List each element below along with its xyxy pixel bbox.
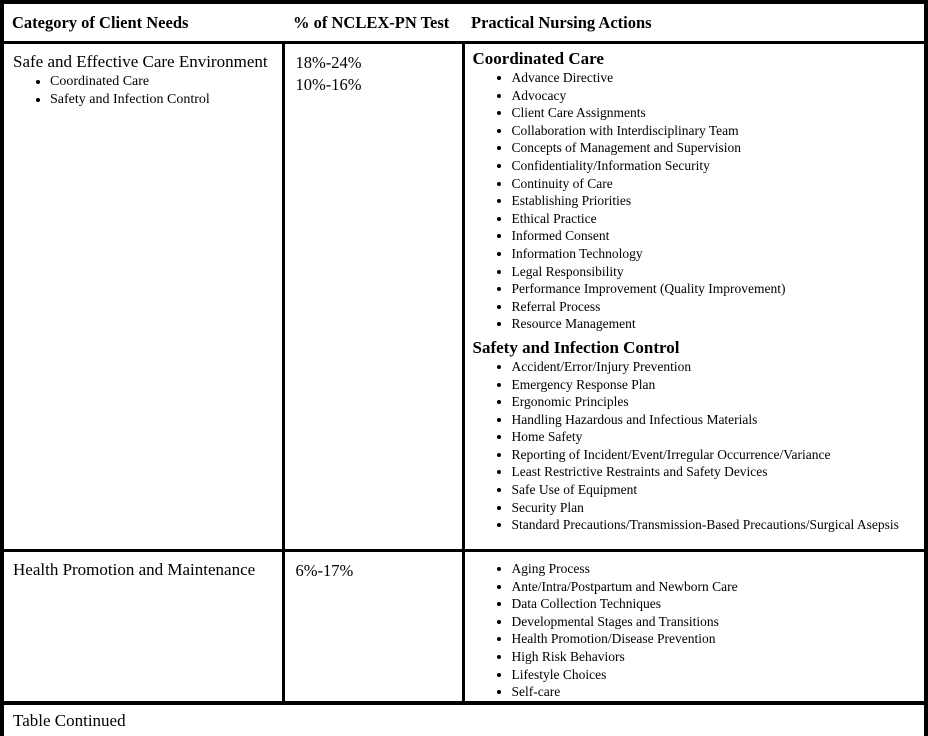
cell-category: Safe and Effective Care Environment Coor…	[0, 41, 285, 552]
list-item: Self-care	[512, 683, 925, 701]
list-item: Developmental Stages and Transitions	[512, 613, 925, 631]
list-item: High Risk Behaviors	[512, 648, 925, 666]
header-category-of-client-needs: Category of Client Needs	[2, 2, 283, 44]
list-item: Aging Process	[512, 560, 925, 578]
list-item: Client Care Assignments	[512, 104, 925, 122]
list-item: Lifestyle Choices	[512, 666, 925, 684]
list-item: Ante/Intra/Postpartum and Newborn Care	[512, 578, 925, 596]
percentage-list: 6%-17%	[285, 552, 462, 582]
action-list-safety-infection-control: Accident/Error/Injury PreventionEmergenc…	[465, 358, 925, 534]
list-item: Information Technology	[512, 245, 925, 263]
cell-category: Health Promotion and Maintenance	[0, 548, 285, 705]
section-heading-coordinated-care: Coordinated Care	[472, 49, 604, 68]
list-item: Safe Use of Equipment	[512, 481, 925, 499]
list-item: Least Restrictive Restraints and Safety …	[512, 463, 925, 481]
list-item: Advance Directive	[512, 69, 925, 87]
list-item: Confidentiality/Information Security	[512, 157, 925, 175]
percentage-list: 18%-24% 10%-16%	[285, 44, 462, 96]
list-item: Reporting of Incident/Event/Irregular Oc…	[512, 446, 925, 464]
list-item: Advocacy	[512, 87, 925, 105]
list-item: Security Plan	[512, 499, 925, 517]
category-bullet-list: Coordinated CareSafety and Infection Con…	[4, 73, 282, 108]
action-list-coordinated-care: Advance DirectiveAdvocacyClient Care Ass…	[465, 69, 925, 333]
cell-percentage: 18%-24% 10%-16%	[281, 41, 465, 552]
list-item: Ethical Practice	[512, 210, 925, 228]
section-heading-safety-infection-control: Safety and Infection Control	[472, 337, 680, 357]
header-row: Category of Client Needs % of NCLEX-PN T…	[2, 2, 926, 44]
cell-practical-nursing-actions: Coordinated Care Advance DirectiveAdvoca…	[461, 41, 928, 552]
list-item: Concepts of Management and Supervision	[512, 139, 925, 157]
list-item: Legal Responsibility	[512, 263, 925, 281]
list-item: Establishing Priorities	[512, 192, 925, 210]
footer-row: Table Continued	[0, 700, 928, 736]
list-item: Handling Hazardous and Infectious Materi…	[512, 411, 925, 429]
list-item: Accident/Error/Injury Prevention	[512, 358, 925, 376]
list-item: Resource Management	[512, 315, 925, 333]
table-row-safe-effective-care: Safe and Effective Care Environment Coor…	[0, 41, 928, 552]
header-practical-nursing-actions: Practical Nursing Actions	[463, 2, 926, 44]
list-item: Collaboration with Interdisciplinary Tea…	[512, 122, 925, 140]
table-row-health-promotion: Health Promotion and Maintenance 6%-17% …	[0, 548, 928, 705]
header-percent-of-nclex-pn-test: % of NCLEX-PN Test	[283, 2, 463, 44]
list-item: 18%-24%	[295, 53, 362, 72]
list-item: Data Collection Techniques	[512, 595, 925, 613]
list-item: Standard Precautions/Transmission-Based …	[512, 516, 925, 534]
list-item: Performance Improvement (Quality Improve…	[512, 280, 925, 298]
list-item: Safety and Infection Control	[50, 91, 282, 109]
list-item: Informed Consent	[512, 227, 925, 245]
category-title: Safe and Effective Care Environment	[13, 52, 268, 71]
category-title: Health Promotion and Maintenance	[13, 560, 256, 579]
list-item: Health Promotion/Disease Prevention	[512, 630, 925, 648]
list-item: Home Safety	[512, 428, 925, 446]
list-item: Emergency Response Plan	[512, 376, 925, 394]
action-list-health-promotion: Aging ProcessAnte/Intra/Postpartum and N…	[465, 553, 925, 701]
list-item: Referral Process	[512, 298, 925, 316]
cell-practical-nursing-actions: Aging ProcessAnte/Intra/Postpartum and N…	[461, 548, 928, 705]
list-item: 6%-17%	[295, 561, 354, 580]
list-item: Ergonomic Principles	[512, 393, 925, 411]
list-item: Coordinated Care	[50, 73, 282, 91]
cell-percentage: 6%-17%	[281, 548, 465, 705]
list-item: 10%-16%	[295, 75, 362, 94]
table-continued-note: Table Continued	[0, 700, 928, 736]
list-item: Continuity of Care	[512, 175, 925, 193]
